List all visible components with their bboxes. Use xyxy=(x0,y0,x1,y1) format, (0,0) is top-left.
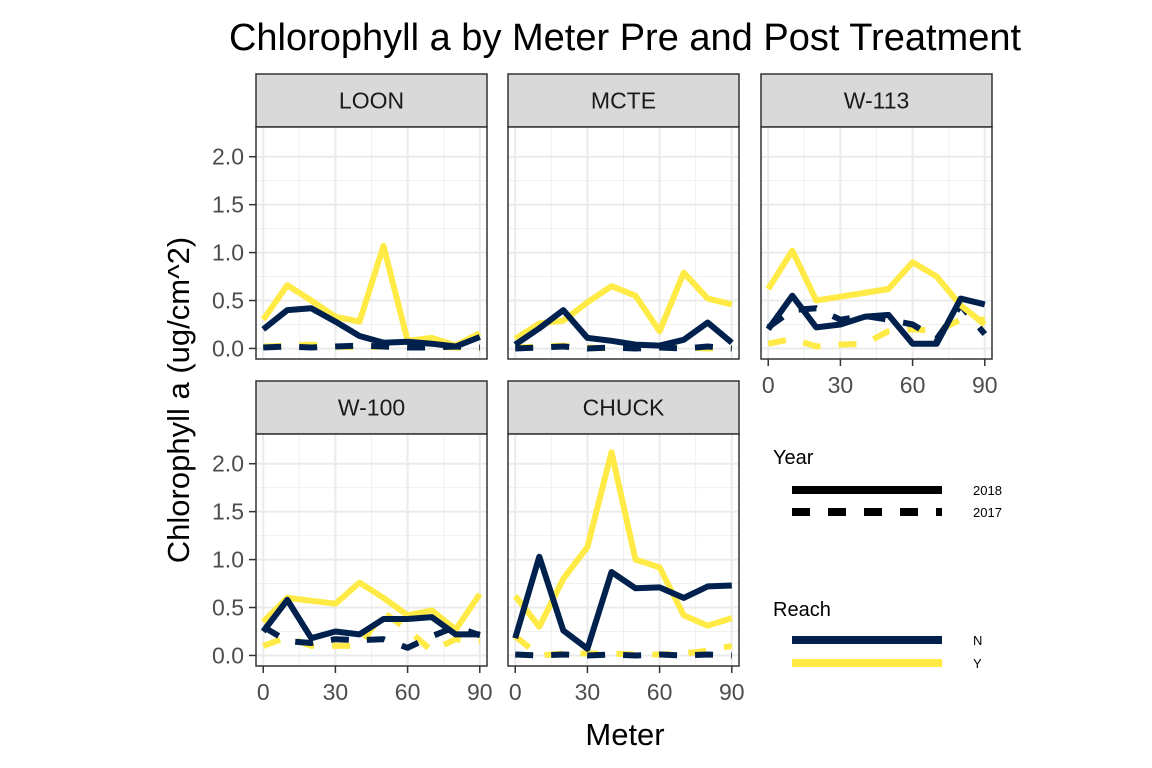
legend-title: Year xyxy=(773,447,814,469)
line-mcte-n-2017 xyxy=(515,343,733,352)
line-w-100-y-2018 xyxy=(261,579,483,633)
x-tick-label: 60 xyxy=(900,372,926,398)
legend-title: Reach xyxy=(773,599,831,621)
y-tick-label: 1.5 xyxy=(212,192,244,218)
line-loon-n-2018 xyxy=(261,305,481,350)
line-mcte-n-2018 xyxy=(513,307,734,349)
legend-label: Y xyxy=(973,656,982,671)
panel-w-113: W-113 0 30 60 90 xyxy=(760,73,998,398)
chart-title: Chlorophyll a by Meter Pre and Post Trea… xyxy=(229,17,1021,59)
x-tick-label: 30 xyxy=(575,679,601,705)
strip-label: W-100 xyxy=(338,395,405,421)
x-tick-label: 0 xyxy=(509,679,522,705)
line-w-100-n-2017 xyxy=(261,623,481,651)
series-lines xyxy=(765,247,988,350)
panel-border xyxy=(255,126,488,360)
y-tick-label: 1.0 xyxy=(212,240,244,266)
strip-label: LOON xyxy=(339,88,404,114)
line-loon-y-2018 xyxy=(260,242,482,349)
panel-chuck: CHUCK 0 30 60 90 xyxy=(507,380,745,705)
panel-mcte: MCTE xyxy=(507,73,740,360)
panel-w-100: W-100 0.0 0.5 1.0 1.5 2.0 0 30 60 90 xyxy=(212,380,493,705)
x-tick-label: 90 xyxy=(467,679,493,705)
line-w-113-y-2018 xyxy=(765,247,987,327)
x-tick-label: 0 xyxy=(762,372,775,398)
x-tick-label: 60 xyxy=(647,679,673,705)
legend-reach: Reach NY xyxy=(773,599,982,671)
x-tick-label: 0 xyxy=(257,679,270,705)
line-w-100-n-2018 xyxy=(260,596,480,642)
line-chuck-n-2017 xyxy=(515,651,732,659)
legend-label: N xyxy=(973,633,982,648)
x-tick-label: 30 xyxy=(828,372,854,398)
legend: Year 2018 2017 Reach NY xyxy=(773,447,1002,671)
panel-loon: LOON 0.0 0.5 1.0 1.5 2.0 xyxy=(212,73,488,361)
strip-background xyxy=(760,73,993,128)
y-tick-label: 0.0 xyxy=(212,335,244,361)
panel-border xyxy=(507,126,740,360)
y-tick-label: 0.5 xyxy=(212,288,244,314)
line-chuck-n-2018 xyxy=(512,553,732,652)
series-lines xyxy=(512,449,733,659)
strip-background xyxy=(507,380,740,435)
y-tick-label: 2.0 xyxy=(212,451,244,477)
strip-background xyxy=(255,380,488,435)
y-tick-label: 2.0 xyxy=(212,144,244,170)
panel-border xyxy=(760,126,993,360)
y-tick-label: 0.0 xyxy=(212,642,244,668)
x-tick-label: 90 xyxy=(719,679,745,705)
x-tick-label: 90 xyxy=(972,372,998,398)
panel-border xyxy=(255,433,488,667)
strip-label: CHUCK xyxy=(583,395,665,421)
x-tick-label: 60 xyxy=(395,679,421,705)
y-tick-label: 1.5 xyxy=(212,499,244,525)
legend-label: 2018 xyxy=(973,483,1002,498)
series-lines xyxy=(260,579,483,654)
x-axis-title: Meter xyxy=(585,717,664,752)
y-tick-label: 0.5 xyxy=(212,595,244,621)
strip-label: W-113 xyxy=(844,88,910,114)
line-w-113-n-2018 xyxy=(765,292,986,347)
strip-label: MCTE xyxy=(591,88,656,114)
series-lines xyxy=(513,269,734,352)
x-tick-label: 30 xyxy=(323,679,349,705)
y-axis-title: Chlorophyll a (ug/cm^2) xyxy=(161,237,196,563)
strip-background xyxy=(255,73,488,128)
legend-year: Year 2018 2017 xyxy=(773,447,1002,520)
y-tick-label: 1.0 xyxy=(212,547,244,573)
series-lines xyxy=(260,242,482,352)
legend-label: 2017 xyxy=(973,505,1002,520)
panel-border xyxy=(507,433,740,667)
